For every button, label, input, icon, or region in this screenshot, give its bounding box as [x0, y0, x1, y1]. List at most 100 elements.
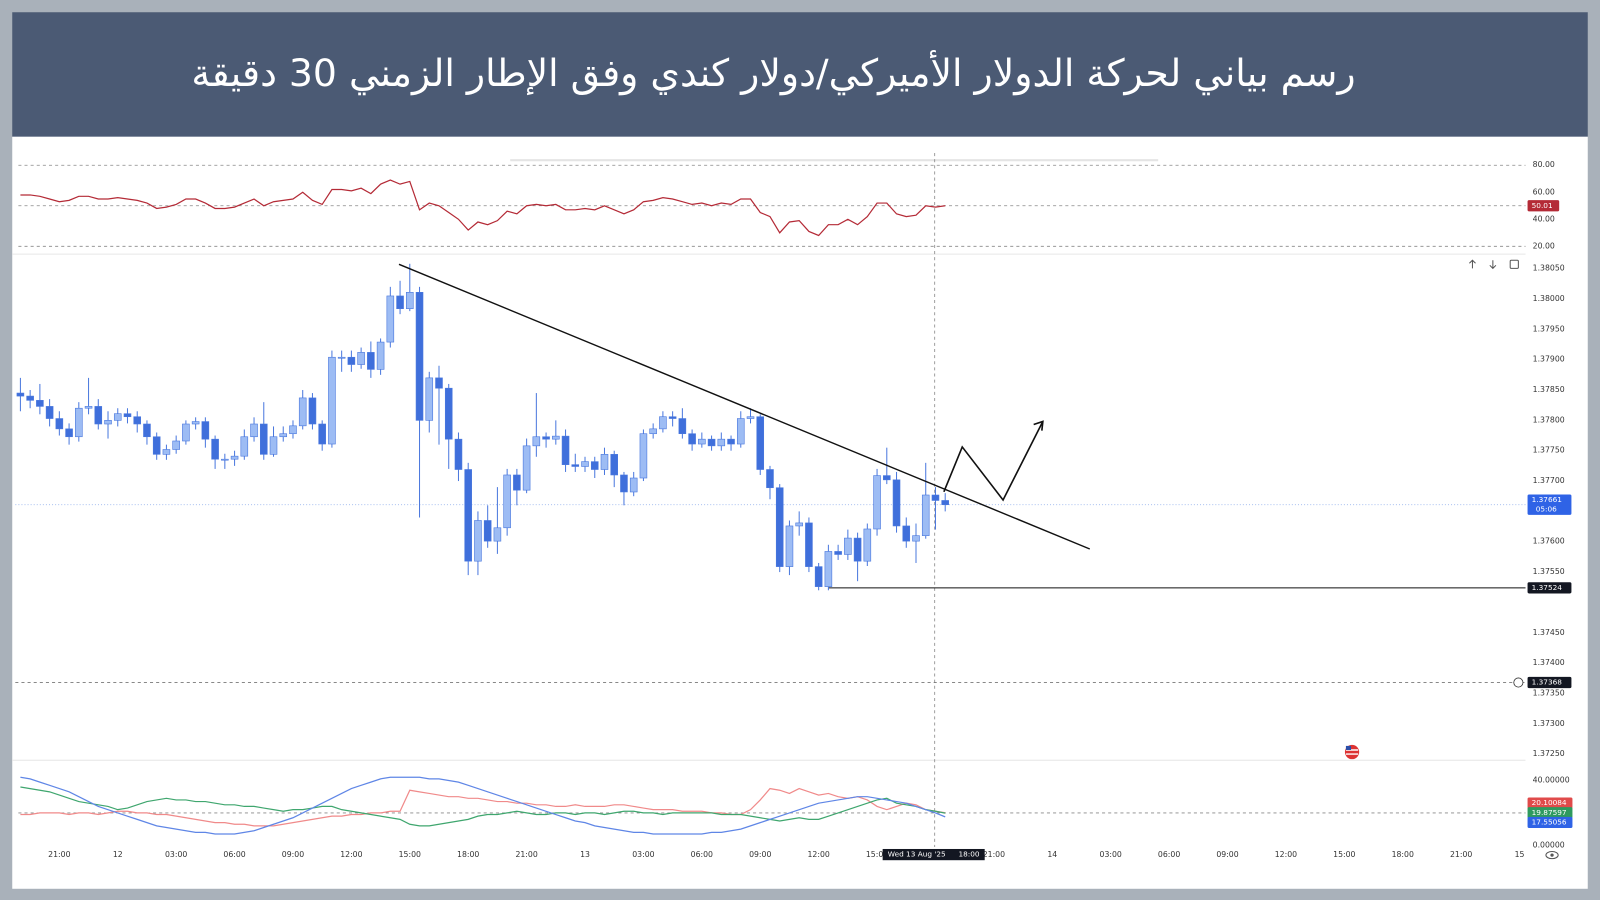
reset-icon[interactable]: [1509, 259, 1519, 269]
x-tick-label: 21:00: [1450, 850, 1472, 859]
candle-body: [493, 527, 502, 542]
flag-canton: [1345, 745, 1352, 750]
price-marker-box: [1527, 816, 1573, 829]
y-tick-label: 40.00000: [1533, 775, 1570, 784]
x-tick-label: 12:00: [340, 850, 362, 859]
y-tick-label: 1.37400: [1533, 658, 1565, 667]
candle-body: [678, 418, 687, 435]
candle-body: [649, 428, 657, 435]
candle-body: [561, 435, 570, 465]
candle-body: [805, 522, 813, 567]
scroll-down-icon[interactable]: [1489, 260, 1497, 270]
trendline: [398, 263, 1091, 550]
candle-body: [260, 423, 268, 455]
y-tick-label: 1.37950: [1533, 324, 1565, 333]
candle-body: [298, 397, 307, 427]
candle-body: [483, 520, 492, 542]
candle-body: [113, 413, 122, 421]
candle-body: [26, 395, 34, 401]
candle-body: [250, 423, 258, 438]
candle-body: [65, 428, 73, 438]
candle-body: [824, 551, 833, 587]
candle-body: [834, 551, 842, 555]
candle-body: [785, 525, 794, 567]
price-marker-box: [1527, 797, 1573, 809]
x-tick-label: 21:00: [48, 850, 70, 859]
candle-body: [454, 438, 463, 470]
candle-body: [581, 461, 589, 467]
scroll-up-icon[interactable]: [1469, 259, 1476, 269]
y-tick-label: 20.00: [1533, 241, 1555, 250]
toolbar-icons[interactable]: [1469, 259, 1519, 270]
header-bar: [12, 12, 1588, 137]
projection-arrow: [943, 421, 1044, 502]
candle-body: [94, 406, 103, 425]
candle-body: [795, 522, 803, 527]
candle-body: [571, 464, 580, 467]
candle-body: [211, 438, 219, 460]
candle-body: [328, 356, 336, 445]
candle-body: [766, 469, 774, 489]
candle-body: [230, 455, 239, 460]
candle-body: [600, 454, 609, 470]
settings-icon[interactable]: [1545, 851, 1559, 860]
candle-body: [16, 392, 25, 397]
candle-body: [552, 435, 560, 440]
y-tick-label: 1.37800: [1533, 415, 1565, 424]
price-marker-box: [1527, 807, 1573, 819]
candle-body: [318, 423, 326, 445]
x-tick-label: 13: [580, 850, 590, 859]
candle-body: [308, 397, 317, 425]
candle-body: [152, 436, 161, 455]
rsi-line: [20, 179, 946, 237]
candle-body: [629, 477, 638, 493]
candle-body: [639, 433, 648, 479]
current-price-label: 1.37661: [1532, 495, 1562, 504]
candle-body: [143, 423, 151, 438]
y-tick-label: 1.37300: [1533, 719, 1565, 728]
indicator-line: [20, 787, 946, 827]
candle-body: [474, 520, 482, 562]
indicator-line: [20, 776, 946, 835]
crosshair-box: [882, 848, 985, 861]
price-marker-label: 20.10084: [1532, 798, 1567, 807]
eye-outline[interactable]: [1545, 851, 1559, 860]
candle-body: [367, 352, 375, 370]
candle-body: [191, 421, 200, 425]
x-tick-label: 15: [1515, 850, 1525, 859]
candle-body: [386, 295, 395, 343]
eye-pupil[interactable]: [1550, 853, 1554, 857]
candle-body: [892, 479, 901, 527]
candle-body: [182, 423, 190, 442]
y-tick-label: 80.00: [1533, 160, 1555, 169]
x-tick-label: 09:00: [282, 850, 304, 859]
y-tick-label: 1.37600: [1533, 537, 1565, 546]
candle-body: [503, 474, 511, 529]
candle-body: [921, 494, 930, 536]
countdown-label: 05:06: [1536, 504, 1557, 513]
y-tick-label: 0.00000: [1533, 840, 1565, 849]
candle-body: [513, 474, 521, 491]
price-marker-label: 19.87597: [1532, 808, 1567, 817]
candle-body: [883, 475, 891, 481]
arrow-head: [1033, 420, 1044, 431]
candle-body: [289, 425, 297, 435]
candle-body: [873, 475, 881, 530]
flag-icon: [1344, 744, 1360, 760]
x-tick-label: 14: [1047, 850, 1057, 859]
x-tick-label: 09:00: [1216, 850, 1238, 859]
candle-body: [376, 341, 385, 370]
x-tick-label: 21:00: [983, 850, 1005, 859]
price-marker-box: [1527, 676, 1572, 689]
candle-body: [863, 528, 872, 562]
candle-body: [668, 416, 677, 419]
candle-body: [425, 377, 434, 421]
y-tick-label: 1.37450: [1533, 628, 1565, 637]
y-tick-label: 1.37550: [1533, 567, 1565, 576]
candle-body: [746, 416, 755, 419]
candle-body: [104, 420, 112, 425]
candle-body: [912, 535, 920, 542]
x-tick-label: 12:00: [1275, 850, 1297, 859]
candle-body: [542, 436, 550, 440]
candle-body: [84, 406, 93, 409]
